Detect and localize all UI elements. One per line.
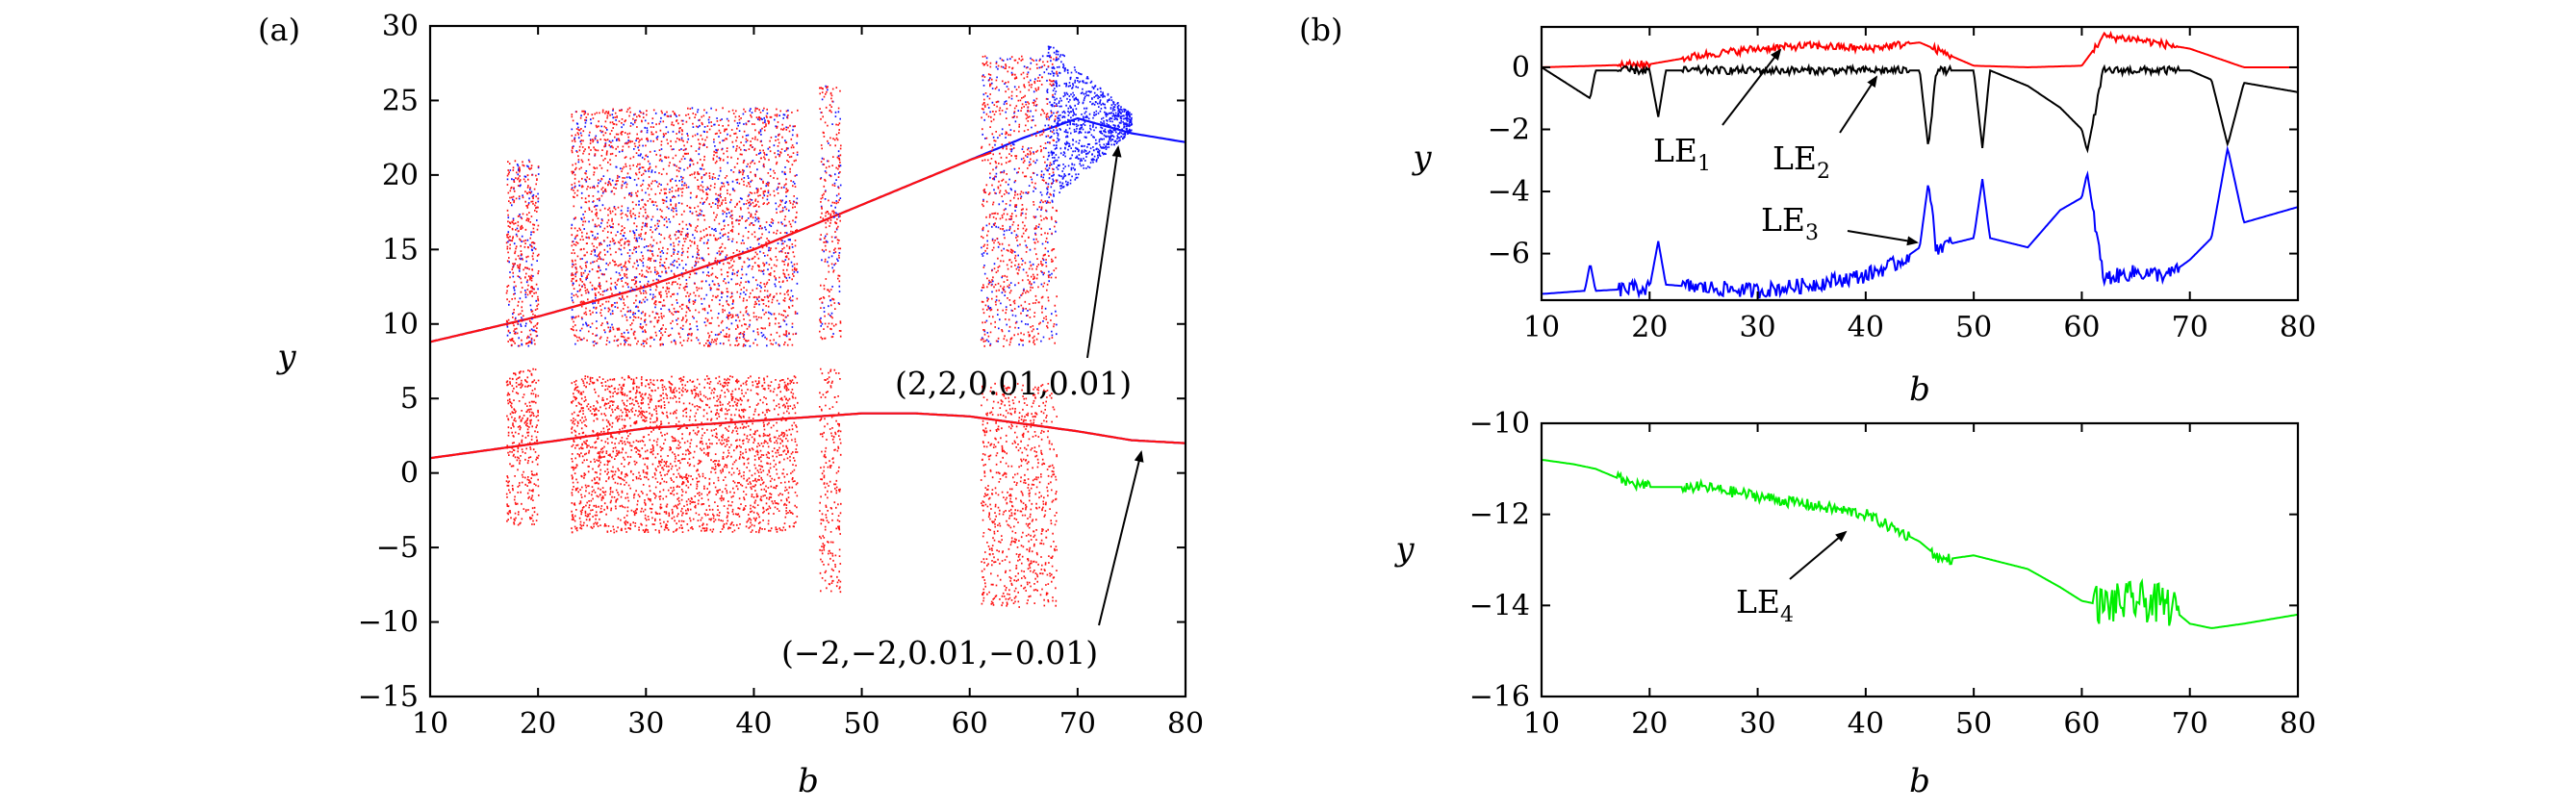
panel-a-x-axis-label: b <box>798 762 819 800</box>
panel-b-bottom-y-tick-label: −16 <box>1469 680 1530 714</box>
annotation-arrow-negative <box>1098 450 1144 626</box>
panel-a-x-tick-label: 20 <box>520 707 556 741</box>
panel-b-bottom-plot-area <box>1541 458 2298 629</box>
panel-b-lyapunov-bottom-chart: 10 20 30 40 50 60 70 80 −10 −12 −14 −16 b y LE4 <box>1393 407 2316 800</box>
panel-a-plot-area <box>429 45 1186 608</box>
panel-b-bottom-ticks: 10 20 30 40 50 60 70 80 −10 −12 −14 −16 <box>1469 407 2316 741</box>
series-le3-line <box>1541 145 2298 299</box>
series-le1-line <box>1541 30 2298 71</box>
panel-b-top-frame <box>1540 25 2300 302</box>
panel-b-top-x-tick-label: 10 <box>1523 311 1560 344</box>
panel-b-top-x-tick-label: 30 <box>1739 311 1775 344</box>
bifurcation-branch-red_lower <box>429 412 1186 460</box>
panel-a-x-tick-label: 40 <box>735 707 772 741</box>
panel-b-top-x-axis-label: b <box>1909 370 1930 409</box>
le3-arrow <box>1847 230 1919 246</box>
panel-b-bottom-x-tick-label: 10 <box>1523 707 1560 741</box>
panel-b-top-y-tick-label: 0 <box>1512 51 1530 85</box>
annotation-arrow-positive <box>1086 145 1122 359</box>
panel-b-bottom-x-axis-label: b <box>1909 762 1930 800</box>
panel-b-lyapunov-top-chart: (b) 10 20 30 40 50 60 70 800−2−4−6 b y LE1 LE2 … <box>1299 12 2316 409</box>
annotation-ic-positive: (2,2,0.01,0.01) <box>895 365 1132 402</box>
le4-arrow <box>1789 530 1848 580</box>
panel-b-top-x-tick-label: 40 <box>1848 311 1884 344</box>
panel-b-top-y-tick-label: −2 <box>1488 114 1530 147</box>
panel-b-top-y-tick-label: −4 <box>1488 175 1530 209</box>
panel-b-top-plot-area <box>1541 30 2298 299</box>
panel-b-bottom-y-tick-label: −14 <box>1469 589 1530 622</box>
panel-a-y-tick-label: 20 <box>382 159 419 192</box>
panel-a-x-tick-label: 10 <box>412 707 448 741</box>
le1-arrow <box>1722 48 1782 126</box>
panel-b-bottom-frame <box>1540 421 2300 698</box>
panel-b-top-x-tick-label: 50 <box>1955 311 1992 344</box>
panel-b-bottom-y-tick-label: −10 <box>1469 407 1530 441</box>
panel-b-bottom-x-tick-label: 70 <box>2172 707 2208 741</box>
panel-b-top-x-tick-label: 60 <box>2063 311 2100 344</box>
panel-b-top-x-tick-label: 80 <box>2280 311 2316 344</box>
panel-a-ticks: 10 20 30 40 50 60 70 80 −15 −10 −5 0 5 10 15 20 25 30 <box>358 10 1204 741</box>
le3-label: LE3 <box>1761 201 1819 245</box>
panel-a-y-axis-label: y <box>275 338 296 376</box>
panel-a-y-tick-label: 5 <box>400 382 419 416</box>
panel-a-y-tick-label: −10 <box>358 606 419 640</box>
panel-b-top-x-tick-label: 70 <box>2172 311 2208 344</box>
panel-a-bifurcation-chart: (a) 10 20 30 40 50 60 70 80 −15 −10 −5 0 5 10 15 20 25 30… <box>258 10 1204 800</box>
le2-label: LE2 <box>1773 139 1830 184</box>
le4-label: LE4 <box>1736 583 1794 627</box>
red-orbit-points <box>505 55 1058 608</box>
panel-b-bottom-x-tick-label: 20 <box>1631 707 1668 741</box>
panel-a-frame <box>428 24 1187 698</box>
panel-a-y-tick-label: −5 <box>376 531 419 565</box>
panel-b-top-ticks: 10 20 30 40 50 60 70 80 0 −2 −4 −6 <box>1488 27 2316 344</box>
panel-b-bottom-x-tick-label: 50 <box>1955 707 1992 741</box>
panel-b-bottom-y-axis-label: y <box>1393 530 1415 569</box>
panel-b-top-x-tick-label: 20 <box>1631 311 1668 344</box>
series-le2-line <box>1541 63 2298 154</box>
series-le4-line <box>1541 458 2298 629</box>
panel-a-y-tick-label: 10 <box>382 308 419 342</box>
panel-a-x-tick-label: 60 <box>952 707 988 741</box>
bifurcation-branch-blue_lower <box>429 412 1186 460</box>
panel-b-bottom-x-tick-label: 60 <box>2063 707 2100 741</box>
bifurcation-branch-blue_upper <box>429 116 1186 343</box>
panel-b-bottom-x-tick-label: 40 <box>1848 707 1884 741</box>
annotation-ic-negative: (−2,−2,0.01,−0.01) <box>781 634 1098 672</box>
bifurcation-branch-red_upper <box>429 151 992 343</box>
panel-b-bottom-x-tick-label: 30 <box>1739 707 1775 741</box>
panel-b-bottom-y-tick-label: −12 <box>1469 498 1530 532</box>
panel-a-x-tick-label: 50 <box>843 707 880 741</box>
le1-label: LE1 <box>1653 132 1711 176</box>
le2-arrow <box>1839 75 1878 134</box>
panel-b-top-y-axis-label: y <box>1411 139 1432 177</box>
panel-b-top-y-tick-label: −6 <box>1488 238 1530 271</box>
panel-a-x-tick-label: 70 <box>1059 707 1096 741</box>
panel-a-x-tick-label: 80 <box>1167 707 1204 741</box>
panel-a-y-tick-label: −15 <box>358 680 419 714</box>
panel-a-y-tick-label: 25 <box>382 84 419 117</box>
blue-orbit-points <box>506 45 1134 347</box>
panel-a-label: (a) <box>258 12 300 48</box>
panel-a-y-tick-label: 0 <box>400 457 419 491</box>
panel-b-label: (b) <box>1299 12 1342 48</box>
panel-a-y-tick-label: 30 <box>382 10 419 43</box>
panel-b-bottom-x-tick-label: 80 <box>2280 707 2316 741</box>
panel-a-y-tick-label: 15 <box>382 233 419 266</box>
panel-a-x-tick-label: 30 <box>627 707 664 741</box>
